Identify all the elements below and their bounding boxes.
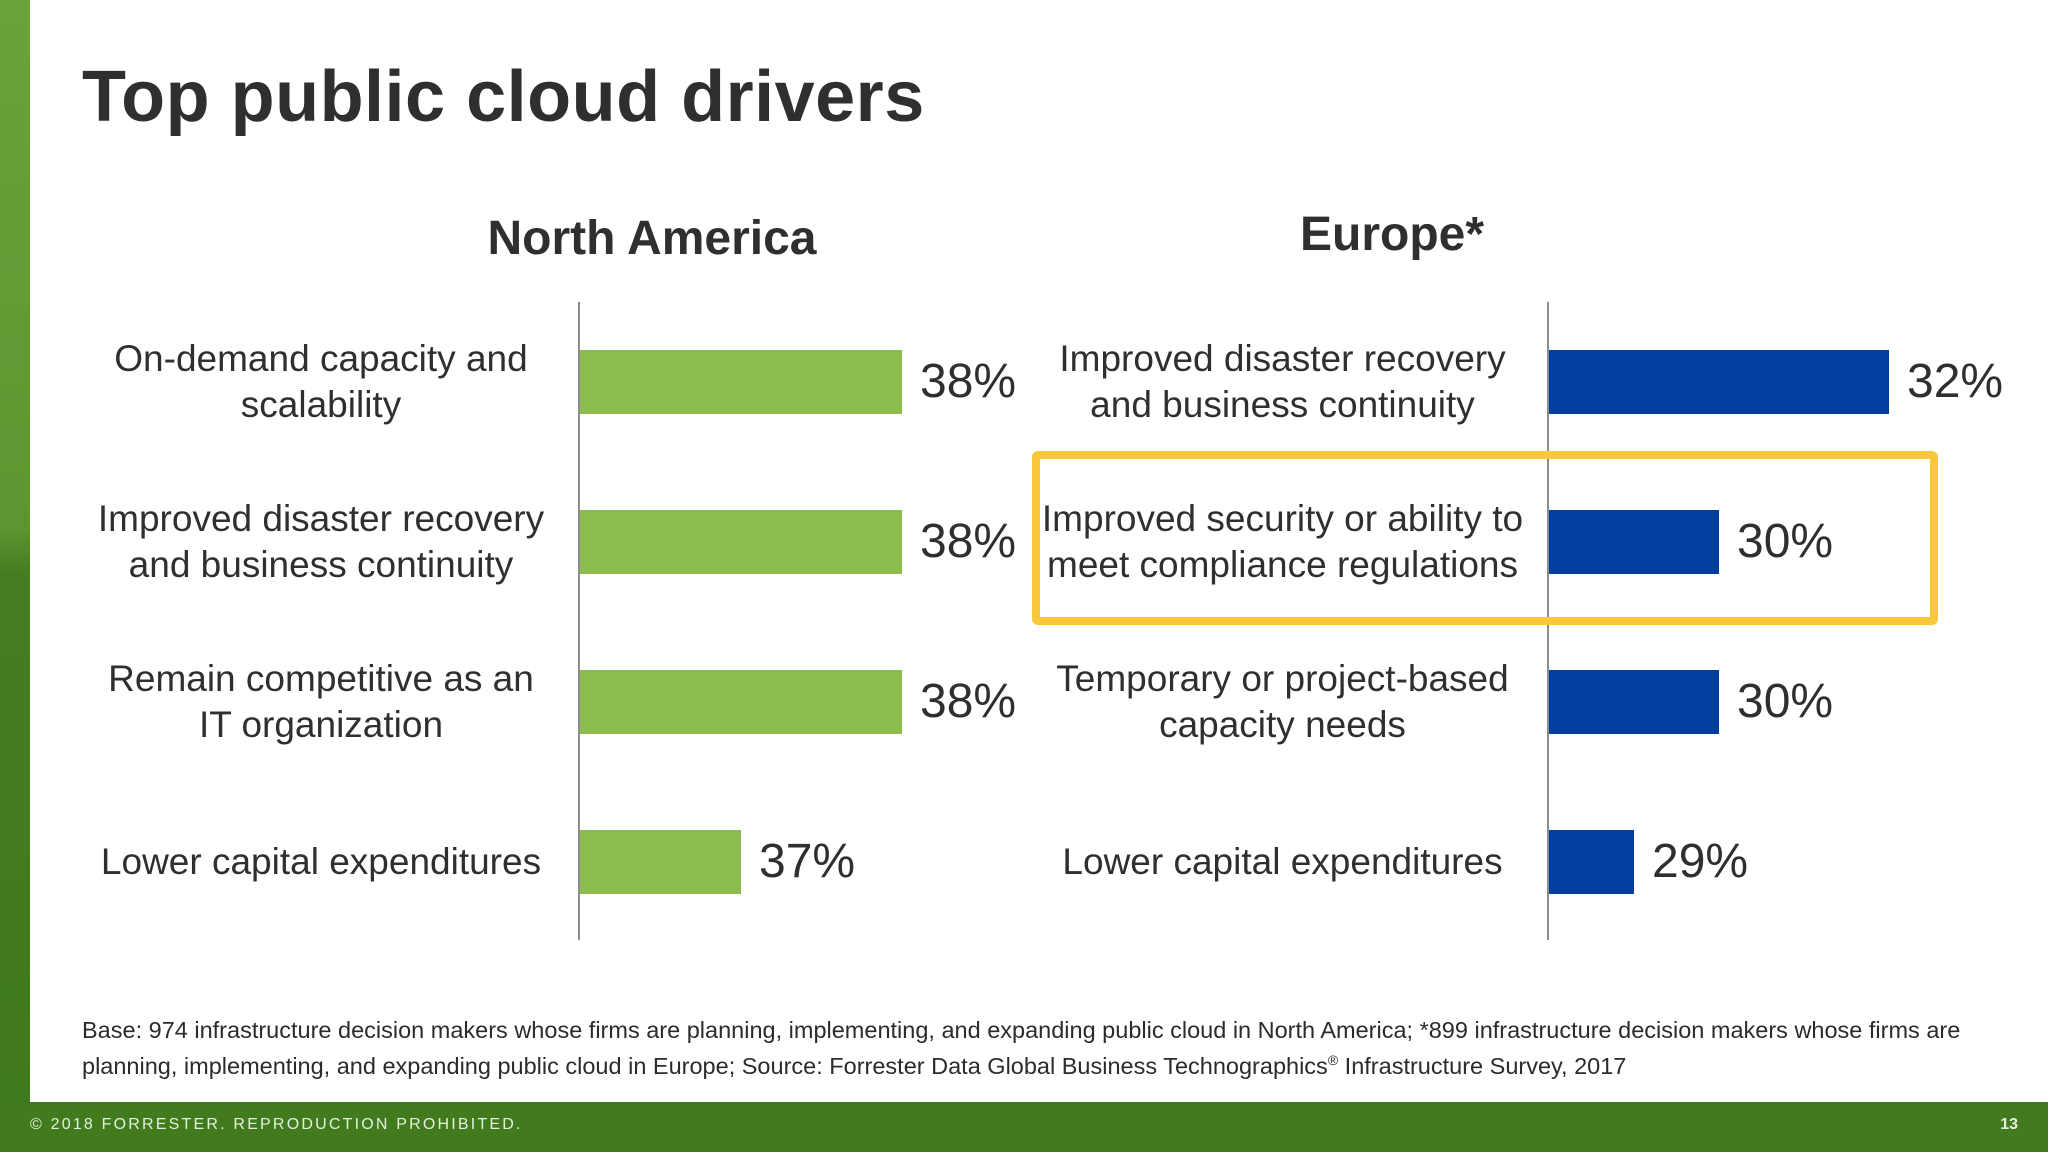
na-category-label: On-demand capacity and scalability bbox=[114, 338, 528, 425]
eu-value-label: 30% bbox=[1737, 675, 1834, 728]
eu-bar bbox=[1549, 350, 1889, 414]
na-bar bbox=[580, 350, 902, 414]
eu-category-label: Improved disaster recovery and business … bbox=[1059, 338, 1506, 425]
eu-bar bbox=[1549, 510, 1719, 574]
eu-category-label: Improved security or ability to meet com… bbox=[1041, 498, 1524, 585]
na-value-label: 38% bbox=[920, 515, 1017, 568]
na-bar bbox=[580, 510, 902, 574]
eu-category-label: Lower capital expenditures bbox=[1062, 841, 1503, 882]
na-category-label: Remain competitive as an IT organization bbox=[108, 658, 534, 745]
highlight-box bbox=[1032, 451, 1938, 625]
page-title: Top public cloud drivers bbox=[82, 57, 925, 137]
na-bar bbox=[580, 830, 741, 894]
footnote-text: Base: 974 infrastructure decision makers… bbox=[82, 1017, 1961, 1079]
footnote: Base: 974 infrastructure decision makers… bbox=[82, 1015, 1982, 1081]
registered-mark: ® bbox=[1327, 1052, 1339, 1068]
eu-bar bbox=[1549, 670, 1719, 734]
eu-chart-title: Europe* bbox=[1299, 208, 1485, 261]
na-chart-title: North America bbox=[487, 212, 817, 265]
footer-bar bbox=[0, 1102, 2048, 1152]
eu-category-label: Temporary or project-based capacity need… bbox=[1056, 658, 1509, 745]
eu-value-label: 32% bbox=[1907, 355, 2004, 408]
na-category-label: Lower capital expenditures bbox=[100, 841, 542, 882]
na-axis-line bbox=[578, 302, 580, 940]
left-accent-stripe bbox=[0, 0, 30, 1102]
eu-value-label: 29% bbox=[1652, 835, 1749, 888]
na-bar bbox=[580, 670, 902, 734]
na-value-label: 38% bbox=[920, 675, 1017, 728]
na-value-label: 38% bbox=[920, 355, 1017, 408]
eu-value-label: 30% bbox=[1737, 515, 1834, 568]
footnote-text-end: Infrastructure Survey, 2017 bbox=[1338, 1052, 1627, 1079]
eu-bar bbox=[1549, 830, 1634, 894]
footer-page-number: 13 bbox=[2000, 1116, 2018, 1133]
na-value-label: 37% bbox=[759, 835, 856, 888]
footer-copyright: © 2018 FORRESTER. REPRODUCTION PROHIBITE… bbox=[30, 1116, 523, 1133]
na-category-label: Improved disaster recovery and business … bbox=[97, 498, 545, 585]
